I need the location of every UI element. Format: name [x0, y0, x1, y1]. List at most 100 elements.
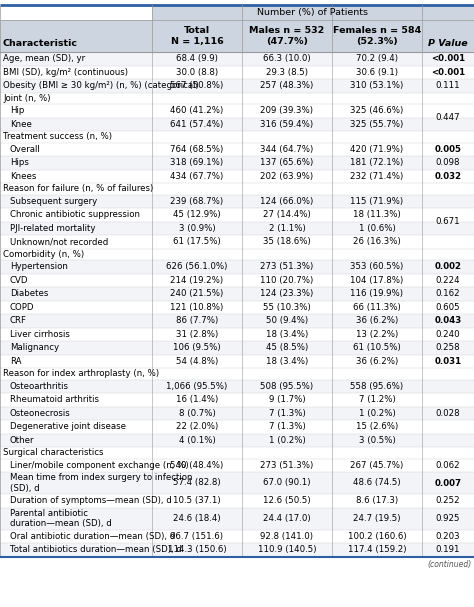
Text: Subsequent surgery: Subsequent surgery — [10, 197, 97, 206]
Text: Treatment success (n, %): Treatment success (n, %) — [3, 132, 112, 141]
Text: Malignancy: Malignancy — [10, 343, 59, 352]
Text: Knee: Knee — [10, 120, 32, 129]
Text: 61 (10.5%): 61 (10.5%) — [353, 343, 401, 352]
Text: Age, mean (SD), yr: Age, mean (SD), yr — [3, 54, 85, 63]
Text: Total antibiotics duration—mean (SD), d: Total antibiotics duration—mean (SD), d — [10, 545, 182, 554]
Text: 434 (67.7%): 434 (67.7%) — [170, 172, 224, 181]
Text: 1 (0.2%): 1 (0.2%) — [269, 436, 305, 445]
Text: <0.001: <0.001 — [431, 68, 465, 76]
Text: 0.005: 0.005 — [435, 144, 461, 154]
Bar — [0, 379, 474, 393]
Text: 508 (95.5%): 508 (95.5%) — [260, 382, 314, 391]
Text: 18 (3.4%): 18 (3.4%) — [266, 357, 308, 366]
Bar — [0, 529, 474, 543]
Text: 16 (1.4%): 16 (1.4%) — [176, 395, 218, 404]
Bar — [0, 79, 474, 92]
Text: Knees: Knees — [10, 172, 36, 181]
Text: 0.224: 0.224 — [436, 276, 460, 285]
Bar — [0, 407, 474, 420]
Text: 50 (9.4%): 50 (9.4%) — [266, 316, 308, 325]
Text: 202 (63.9%): 202 (63.9%) — [260, 172, 314, 181]
Text: 27 (14.4%): 27 (14.4%) — [263, 210, 311, 219]
Text: Parental antibiotic
duration—mean (SD), d: Parental antibiotic duration—mean (SD), … — [10, 509, 112, 528]
Text: 30.6 (9.1): 30.6 (9.1) — [356, 68, 398, 76]
Text: CRF: CRF — [10, 316, 27, 325]
Bar — [0, 169, 474, 183]
Text: 24.4 (17.0): 24.4 (17.0) — [263, 514, 311, 523]
Text: 54 (4.8%): 54 (4.8%) — [176, 357, 218, 366]
Bar — [0, 447, 474, 458]
Text: Number (%) of Patients: Number (%) of Patients — [257, 8, 368, 17]
Text: 0.111: 0.111 — [436, 81, 460, 90]
Text: 115 (71.9%): 115 (71.9%) — [350, 197, 403, 206]
Text: Joint (n, %): Joint (n, %) — [3, 93, 51, 103]
Text: Hips: Hips — [10, 158, 29, 168]
Text: 353 (60.5%): 353 (60.5%) — [350, 262, 404, 271]
Bar — [0, 104, 474, 118]
Bar — [0, 543, 474, 557]
Text: 325 (55.7%): 325 (55.7%) — [350, 120, 404, 129]
Bar — [0, 507, 474, 529]
Text: 764 (68.5%): 764 (68.5%) — [170, 144, 224, 154]
Text: 15 (2.6%): 15 (2.6%) — [356, 422, 398, 431]
Text: 181 (72.1%): 181 (72.1%) — [350, 158, 404, 168]
Bar — [0, 118, 474, 131]
Text: 26 (16.3%): 26 (16.3%) — [353, 237, 401, 246]
Text: 100.2 (160.6): 100.2 (160.6) — [348, 532, 406, 541]
Text: 57.4 (82.8): 57.4 (82.8) — [173, 478, 221, 487]
Text: 558 (95.6%): 558 (95.6%) — [350, 382, 403, 391]
Text: 0.447: 0.447 — [436, 113, 460, 122]
Text: 70.2 (9.4): 70.2 (9.4) — [356, 54, 398, 63]
Text: 0.191: 0.191 — [436, 545, 460, 554]
Text: 0.162: 0.162 — [436, 290, 460, 298]
Text: 1 (0.2%): 1 (0.2%) — [359, 409, 395, 418]
Bar — [0, 156, 474, 169]
Bar — [0, 274, 474, 287]
Text: 0.031: 0.031 — [435, 357, 462, 366]
Text: Characteristic: Characteristic — [3, 39, 78, 48]
Text: Other: Other — [10, 436, 35, 445]
Text: 55 (10.3%): 55 (10.3%) — [263, 303, 311, 312]
Bar — [0, 66, 474, 79]
Text: 0.203: 0.203 — [436, 532, 460, 541]
Text: Unknown/not recorded: Unknown/not recorded — [10, 237, 108, 246]
Text: 18 (3.4%): 18 (3.4%) — [266, 330, 308, 339]
Text: 3 (0.9%): 3 (0.9%) — [179, 224, 215, 232]
Text: Obesity (BMI ≥ 30 kg/m²) (n, %) (categorical): Obesity (BMI ≥ 30 kg/m²) (n, %) (categor… — [3, 81, 199, 90]
Text: 0.032: 0.032 — [435, 172, 462, 181]
Text: Reason for index arthroplasty (n, %): Reason for index arthroplasty (n, %) — [3, 369, 159, 378]
Bar — [0, 341, 474, 354]
Text: Liner/mobile component exchange (n, %): Liner/mobile component exchange (n, %) — [10, 461, 189, 470]
Bar — [0, 194, 474, 208]
Text: 35 (18.6%): 35 (18.6%) — [263, 237, 311, 246]
Text: 567 (50.8%): 567 (50.8%) — [170, 81, 224, 90]
Text: Surgical characteristics: Surgical characteristics — [3, 448, 103, 457]
Text: 3 (0.5%): 3 (0.5%) — [359, 436, 395, 445]
Text: Hypertension: Hypertension — [10, 262, 68, 271]
Bar — [0, 494, 474, 507]
Text: CVD: CVD — [10, 276, 28, 285]
Text: 0.007: 0.007 — [435, 478, 462, 487]
Text: 12.6 (50.5): 12.6 (50.5) — [263, 497, 311, 505]
Text: 344 (64.7%): 344 (64.7%) — [260, 144, 314, 154]
Text: 273 (51.3%): 273 (51.3%) — [260, 262, 314, 271]
Bar — [0, 131, 474, 143]
Text: 232 (71.4%): 232 (71.4%) — [350, 172, 404, 181]
Text: 110.9 (140.5): 110.9 (140.5) — [258, 545, 316, 554]
Text: 2 (1.1%): 2 (1.1%) — [269, 224, 305, 232]
Bar — [0, 354, 474, 368]
Text: 1,066 (95.5%): 1,066 (95.5%) — [166, 382, 228, 391]
Text: 540 (48.4%): 540 (48.4%) — [170, 461, 224, 470]
Text: <0.001: <0.001 — [431, 54, 465, 63]
Text: 8 (0.7%): 8 (0.7%) — [179, 409, 215, 418]
Text: Females n = 584
(52.3%): Females n = 584 (52.3%) — [333, 26, 421, 46]
Text: 318 (69.1%): 318 (69.1%) — [171, 158, 224, 168]
Text: 0.098: 0.098 — [436, 158, 460, 168]
Text: Osteoarthritis: Osteoarthritis — [10, 382, 69, 391]
Text: Mean time from index surgery to infection
(SD), d: Mean time from index surgery to infectio… — [10, 473, 192, 493]
Text: 267 (45.7%): 267 (45.7%) — [350, 461, 404, 470]
Text: 117.4 (159.2): 117.4 (159.2) — [348, 545, 406, 554]
Text: 68.4 (9.9): 68.4 (9.9) — [176, 54, 218, 63]
Text: 8.6 (17.3): 8.6 (17.3) — [356, 497, 398, 505]
Text: 106 (9.5%): 106 (9.5%) — [173, 343, 221, 352]
